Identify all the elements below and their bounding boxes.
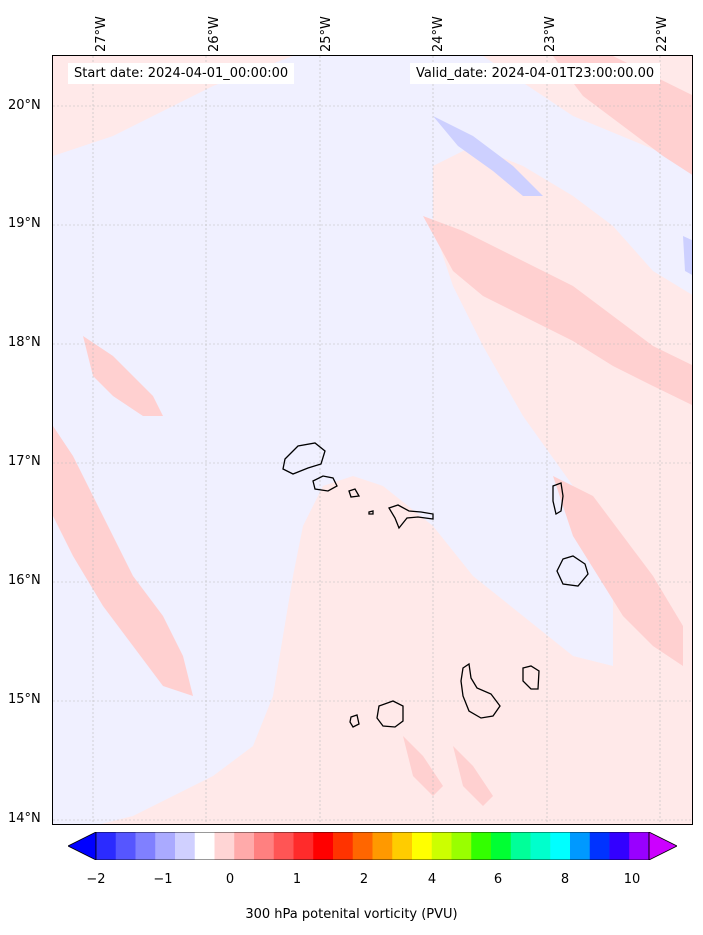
lon-label-25w: 25°W: [319, 16, 334, 52]
lat-label-16n: 16°N: [8, 573, 41, 588]
colorbar-segment: [392, 832, 413, 860]
island-maio: [522, 665, 540, 690]
negative-patch-right-edge: [683, 236, 692, 275]
island-boa-vista: [556, 555, 589, 587]
positive-ribbon-left: [83, 336, 163, 416]
colorbar-tick-label: 0: [225, 872, 235, 887]
colorbar-outline: [95, 832, 650, 860]
colorbar-segment: [570, 832, 591, 860]
colorbar-segment: [372, 832, 393, 860]
colorbar-segment: [234, 832, 255, 860]
colorbar-segment: [491, 832, 512, 860]
lat-label-19n: 19°N: [8, 216, 41, 231]
colorbar-label: 300 hPa potenital vorticity (PVU): [245, 907, 458, 922]
colorbar-segment: [629, 832, 650, 860]
island-santiago: [460, 662, 501, 719]
island-sal: [552, 482, 564, 516]
lon-label-27w: 27°W: [94, 16, 109, 52]
lon-label-24w: 24°W: [431, 16, 446, 52]
colorbar-segment: [155, 832, 176, 860]
lon-label-23w: 23°W: [543, 16, 558, 52]
colorbar-segment: [412, 832, 433, 860]
colorbar-segment: [333, 832, 354, 860]
gridlines: [53, 56, 692, 824]
negative-patch-top: [433, 116, 543, 196]
valid-date-label: Valid_date: 2024-04-01T23:00:00.00: [410, 63, 661, 84]
islands: [282, 442, 589, 728]
colorbar-tick-label: 2: [359, 872, 369, 887]
positive-ribbon-top-right: [553, 56, 692, 175]
colorbar-segment: [293, 832, 314, 860]
colorbar-extend-max: [648, 832, 677, 860]
colorbar-segment: [451, 832, 472, 860]
lat-label-17n: 17°N: [8, 454, 41, 469]
colorbar-segment: [609, 832, 630, 860]
lon-label-22w: 22°W: [655, 16, 670, 52]
negative-band-upper-left: [53, 176, 413, 476]
colorbar-segment: [254, 832, 275, 860]
lon-label-26w: 26°W: [207, 16, 222, 52]
colorbar-segment: [313, 832, 334, 860]
island-santa-luzia: [348, 488, 361, 498]
colorbar-segment: [510, 832, 531, 860]
island-fogo: [376, 700, 404, 728]
lat-label-20n: 20°N: [8, 98, 41, 113]
colorbar-segment: [530, 832, 551, 860]
colorbar-extend-min: [68, 832, 97, 860]
island-santo-antao: [282, 442, 326, 475]
colorbar-tick-label: −1: [153, 872, 173, 887]
positive-ribbon-lower-left: [53, 426, 193, 696]
lat-label-15n: 15°N: [8, 692, 41, 707]
colorbar-segment: [589, 832, 610, 860]
colorbar-segment: [175, 832, 196, 860]
colorbar-segment: [96, 832, 117, 860]
island-sao-vicente: [312, 475, 338, 492]
colorbar-segment: [550, 832, 571, 860]
lat-label-18n: 18°N: [8, 335, 41, 350]
colorbar-segment: [273, 832, 294, 860]
colorbar-segment: [135, 832, 156, 860]
colorbar-segment: [214, 832, 235, 860]
colorbar-segment: [194, 832, 215, 860]
positive-ribbon-right: [423, 216, 692, 406]
colorbar-segment: [471, 832, 492, 860]
positive-ribbon-cape: [553, 476, 683, 666]
colorbar-segment: [431, 832, 452, 860]
colorbar-tick-label: 8: [560, 872, 570, 887]
colorbar-tick-label: −2: [86, 872, 106, 887]
lat-label-14n: 14°N: [8, 811, 41, 826]
island-raso: [368, 510, 374, 515]
colorbar-tick-label: 1: [292, 872, 302, 887]
colorbar-tick-label: 4: [427, 872, 437, 887]
map-panel[interactable]: [52, 55, 693, 825]
start-date-label: Start date: 2024-04-01_00:00:00: [68, 63, 295, 84]
island-sao-nicolau: [388, 504, 434, 530]
colorbar-segment: [352, 832, 373, 860]
colorbar-tick-label: 6: [493, 872, 503, 887]
positive-ribbon-bottom: [453, 746, 493, 806]
colorbar-tick-label: 10: [623, 872, 641, 887]
colorbar: [68, 832, 677, 860]
pv-field-map: [53, 56, 692, 824]
colorbar-segment: [115, 832, 136, 860]
island-brava: [349, 714, 360, 728]
